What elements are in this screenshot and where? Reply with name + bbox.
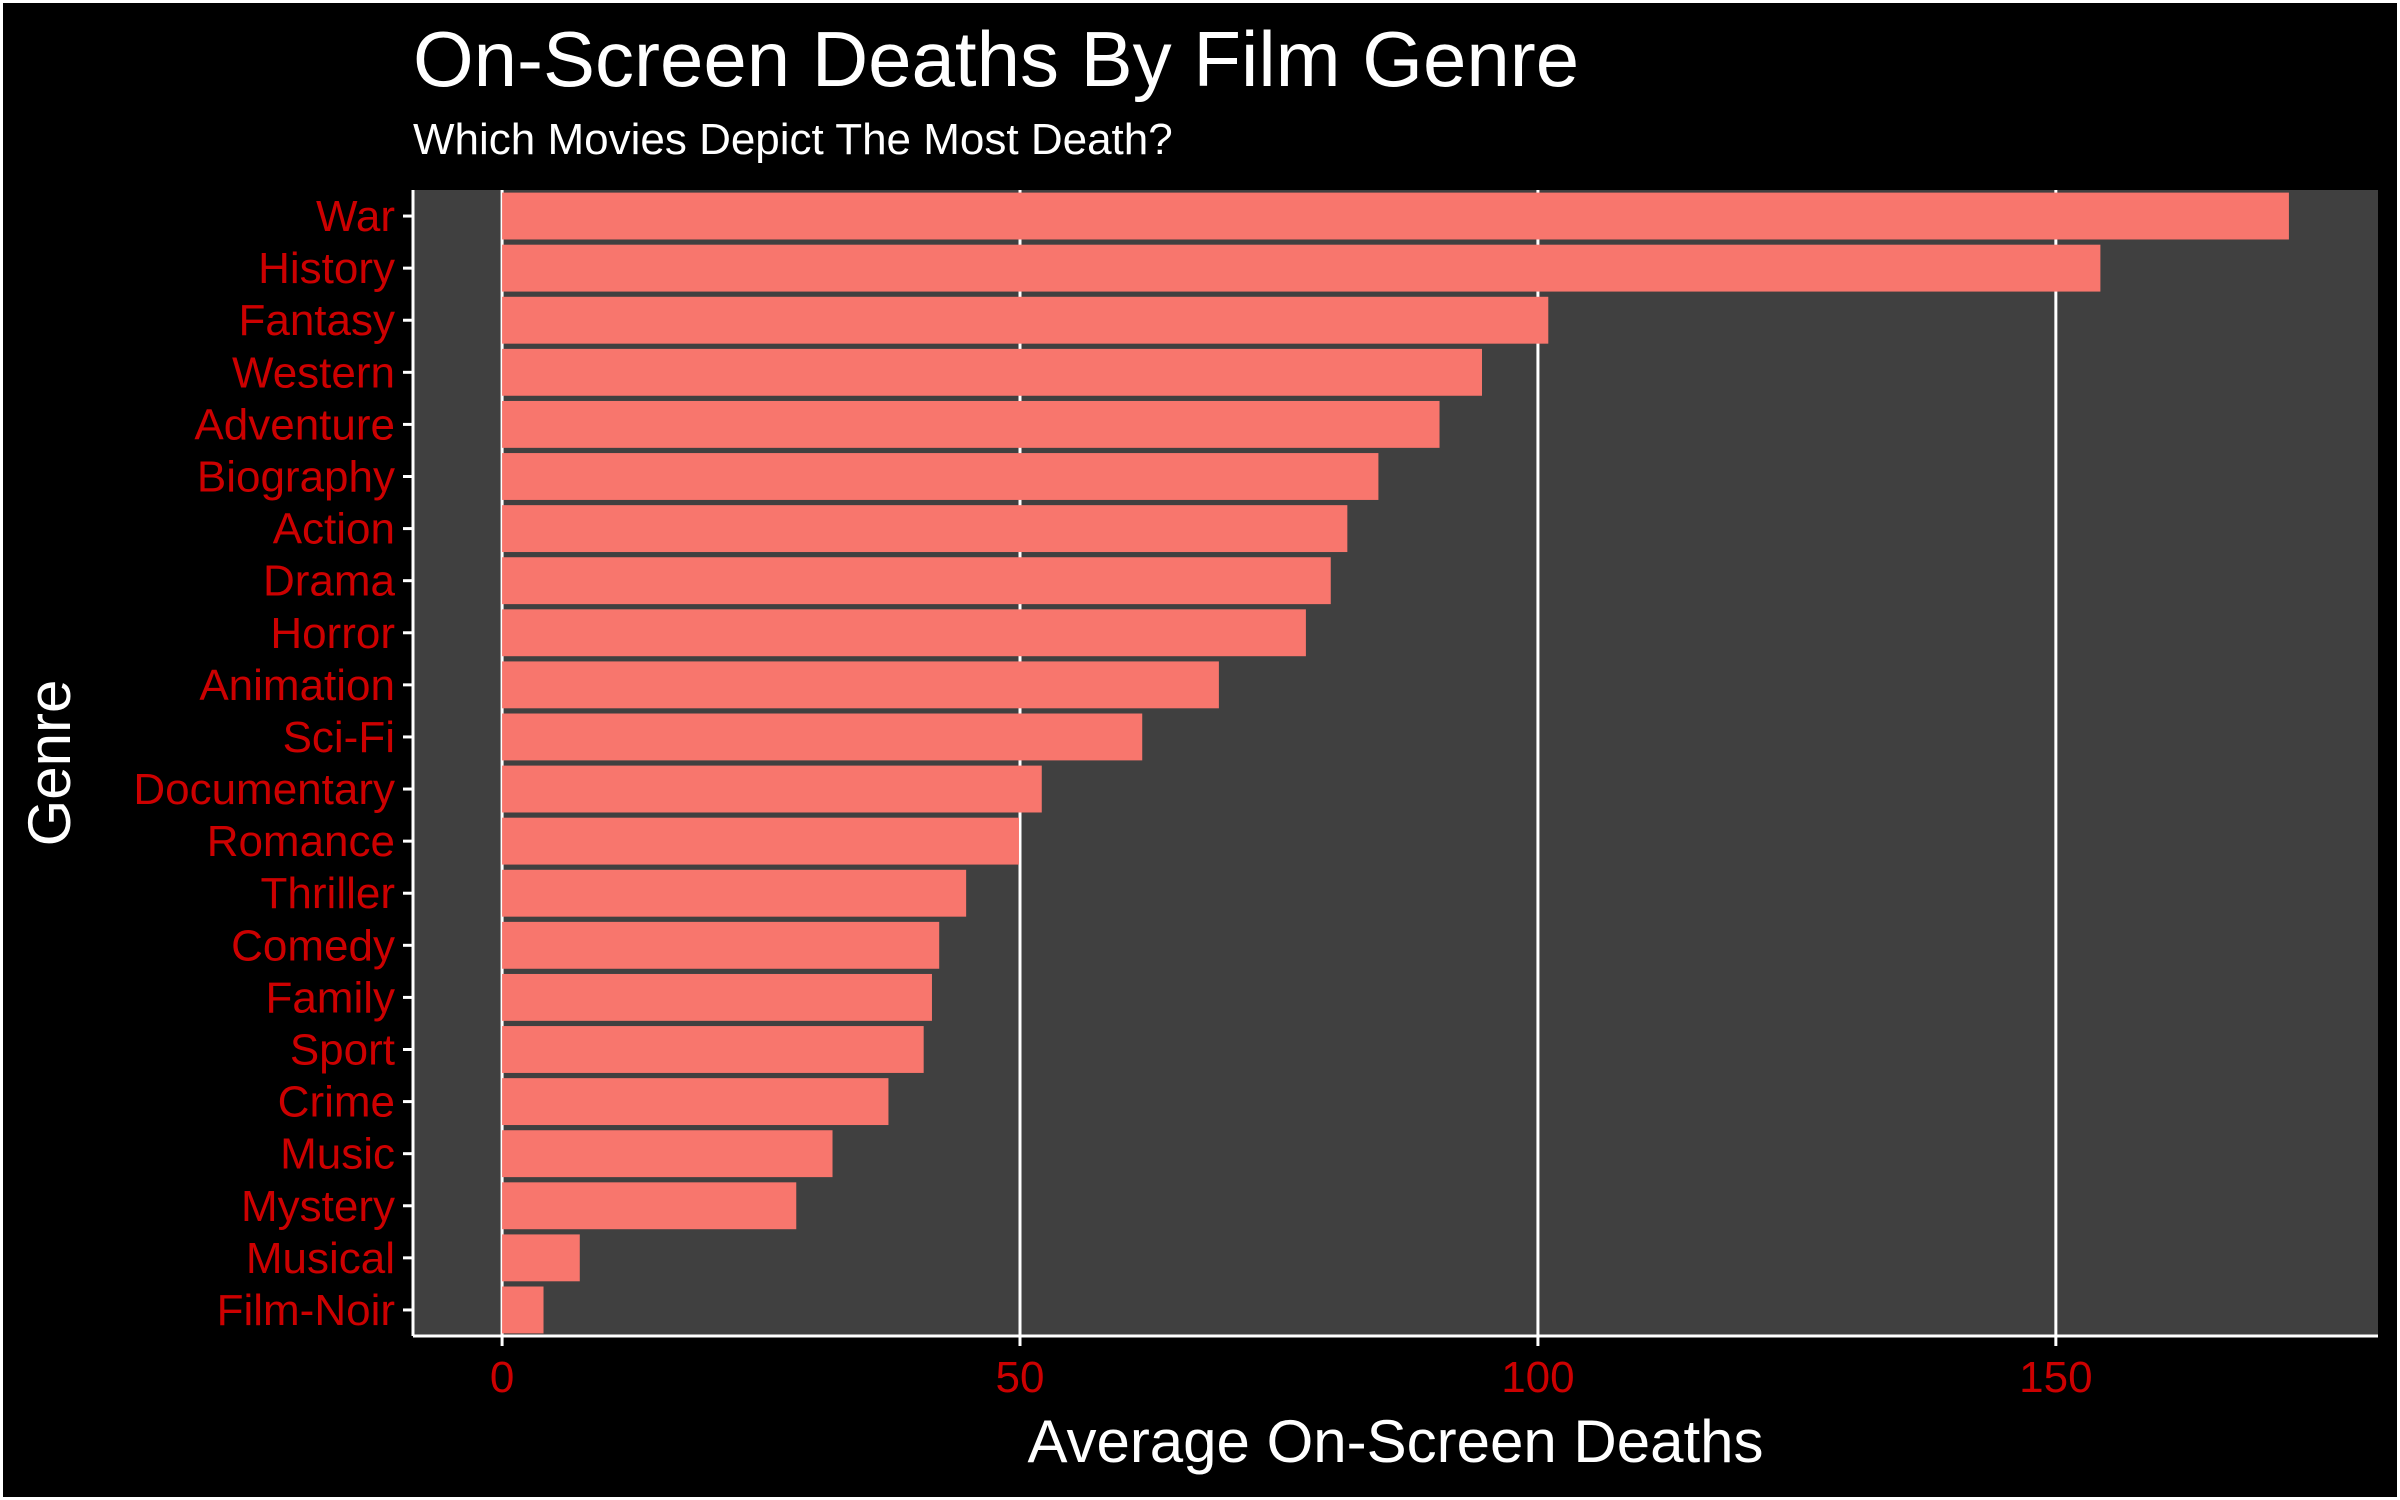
chart-title: On-Screen Deaths By Film Genre [413,15,1580,103]
chart-subtitle: Which Movies Depict The Most Death? [413,115,1173,164]
bar-mystery [502,1182,797,1230]
bar-drama [502,557,1331,605]
bar-family [502,973,932,1021]
y-tick-label: Adventure [194,400,395,449]
y-tick-label: History [258,244,395,293]
bar-sport [502,1026,924,1073]
y-tick-label: Fantasy [238,296,395,345]
bar-fantasy [502,296,1549,344]
y-tick-label: Action [273,505,395,554]
bar-western [502,348,1482,396]
x-tick-label: 100 [1501,1353,1574,1402]
y-tick-label: Mystery [241,1182,395,1231]
y-tick-label: Film-Noir [217,1286,395,1335]
bar-horror [502,609,1306,657]
y-tick-label: Horror [270,609,395,658]
bar-biography [502,453,1379,500]
y-tick-label: Drama [263,557,396,606]
y-tick-label: Music [280,1130,395,1179]
bar-documentary [502,765,1042,813]
y-tick-label: Biography [197,453,395,502]
x-tick-label: 50 [996,1353,1045,1402]
bar-romance [502,817,1019,865]
y-tick-label: Sci-Fi [283,713,395,762]
bar-music [502,1130,833,1178]
bar-action [502,505,1348,553]
bar-crime [502,1078,889,1126]
y-tick-label: Animation [199,661,395,710]
y-tick-label: Family [265,973,395,1022]
bar-adventure [502,400,1440,448]
x-tick-label: 150 [2019,1353,2092,1402]
bar-film-noir [502,1286,544,1334]
bar-history [502,244,2101,292]
bar-animation [502,661,1219,709]
y-tick-label: War [316,192,395,241]
y-tick-label: Sport [290,1026,395,1075]
x-axis-title: Average On-Screen Deaths [1028,1408,1764,1475]
bar-sci-fi [502,713,1143,761]
bar-musical [502,1234,580,1282]
y-tick-label: Thriller [261,869,395,918]
bar-thriller [502,869,967,917]
y-tick-label: Western [232,348,395,397]
y-tick-label: Documentary [133,765,395,814]
y-tick-label: Crime [278,1078,395,1127]
y-tick-label: Comedy [231,921,395,970]
y-tick-label: Musical [246,1234,395,1283]
bar-comedy [502,921,940,969]
y-axis-title: Genre [16,680,83,847]
x-tick-label: 0 [490,1353,514,1402]
y-tick-label: Romance [207,817,395,866]
bar-war [502,192,2289,240]
